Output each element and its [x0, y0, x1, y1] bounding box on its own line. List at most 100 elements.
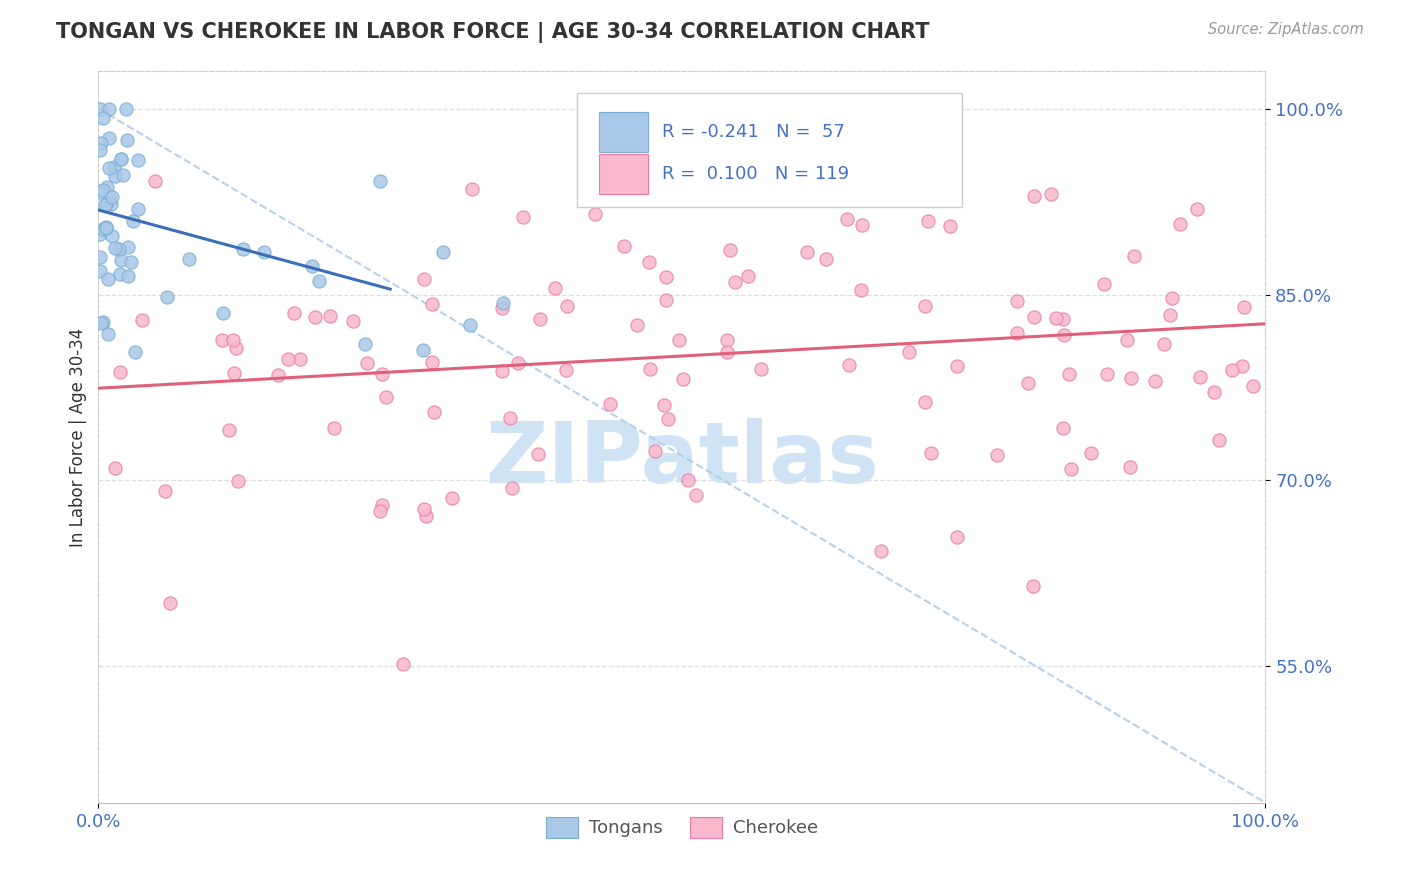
Point — [555, 363, 578, 377]
Point — [492, 296, 515, 310]
Point — [1202, 385, 1225, 400]
Point — [368, 174, 391, 188]
Point — [1233, 300, 1256, 314]
Point — [672, 372, 695, 386]
Point — [153, 484, 176, 499]
Point — [111, 168, 134, 182]
Point — [796, 244, 818, 259]
Point — [655, 293, 678, 308]
Point — [308, 274, 330, 288]
Point — [1168, 217, 1191, 231]
Point — [583, 207, 606, 221]
Point — [699, 102, 721, 116]
Y-axis label: In Labor Force | Age 30-34: In Labor Force | Age 30-34 — [69, 327, 87, 547]
Point — [544, 281, 567, 295]
Point — [851, 218, 873, 232]
Point — [117, 268, 139, 283]
Point — [420, 297, 443, 311]
Point — [89, 227, 111, 242]
Point — [898, 344, 921, 359]
Point — [97, 161, 120, 175]
Point — [1121, 370, 1143, 384]
Point — [1188, 370, 1211, 384]
Point — [100, 196, 122, 211]
Point — [277, 352, 299, 367]
Point — [668, 333, 690, 347]
Point — [323, 421, 346, 435]
Point — [225, 341, 247, 355]
Point — [1045, 311, 1067, 326]
Point — [122, 214, 145, 228]
Point — [288, 351, 311, 366]
Point — [127, 202, 149, 216]
Point — [512, 210, 534, 224]
Point — [91, 221, 114, 235]
Point — [392, 657, 415, 672]
Text: R =  0.100   N = 119: R = 0.100 N = 119 — [662, 165, 849, 183]
Point — [555, 300, 578, 314]
Point — [838, 358, 860, 372]
Point — [412, 343, 434, 357]
Point — [108, 268, 131, 282]
Point — [1115, 333, 1137, 347]
Point — [415, 509, 437, 524]
Point — [267, 368, 290, 382]
Bar — [599, 153, 648, 194]
Point — [91, 111, 114, 125]
Point — [1230, 359, 1253, 373]
Point — [98, 102, 121, 116]
Point — [375, 390, 398, 404]
Point — [501, 481, 523, 495]
FancyBboxPatch shape — [576, 94, 962, 207]
Point — [98, 192, 121, 206]
Point — [89, 185, 111, 199]
Point — [89, 102, 111, 116]
Point — [716, 333, 738, 347]
Point — [491, 301, 513, 316]
Point — [413, 501, 436, 516]
Point — [91, 315, 114, 329]
Point — [870, 544, 893, 558]
Point — [94, 219, 117, 234]
Point — [917, 214, 939, 228]
Point — [96, 221, 118, 235]
Point — [413, 272, 436, 286]
Point — [354, 336, 377, 351]
Point — [89, 250, 111, 264]
Point — [1059, 367, 1081, 381]
Point — [104, 169, 127, 184]
Point — [110, 152, 132, 166]
Point — [637, 255, 659, 269]
Point — [97, 272, 120, 286]
Point — [1122, 249, 1144, 263]
Point — [1144, 374, 1167, 388]
Point — [1241, 378, 1264, 392]
Point — [716, 345, 738, 359]
Point — [159, 596, 181, 610]
Point — [342, 313, 364, 327]
Point — [104, 460, 127, 475]
Text: ZIPatlas: ZIPatlas — [485, 417, 879, 500]
Point — [127, 153, 149, 167]
Point — [1052, 312, 1074, 326]
Point — [613, 238, 636, 252]
Point — [946, 530, 969, 544]
Point — [301, 260, 323, 274]
Legend: Tongans, Cherokee: Tongans, Cherokee — [538, 810, 825, 845]
Point — [939, 135, 962, 149]
Point — [104, 241, 127, 255]
Point — [110, 153, 132, 167]
Point — [115, 133, 138, 147]
Point — [101, 189, 124, 203]
Point — [1022, 310, 1045, 324]
Point — [751, 362, 773, 376]
Point — [108, 366, 131, 380]
Point — [211, 333, 233, 347]
Point — [120, 255, 142, 269]
Point — [253, 244, 276, 259]
Point — [1080, 446, 1102, 460]
Point — [91, 183, 114, 197]
Point — [718, 243, 741, 257]
Text: Source: ZipAtlas.com: Source: ZipAtlas.com — [1208, 22, 1364, 37]
Point — [103, 160, 125, 174]
